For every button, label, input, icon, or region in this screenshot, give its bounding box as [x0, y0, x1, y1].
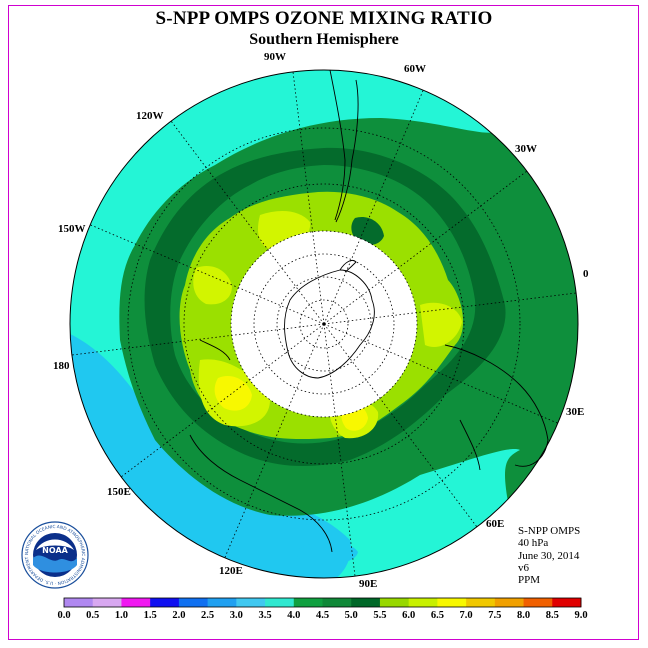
colorbar-swatch [64, 598, 94, 607]
map-subtitle: Southern Hemisphere [249, 31, 399, 48]
colorbar-swatch [207, 598, 237, 607]
colorbar-tick-label: 1.0 [115, 610, 128, 621]
info-instrument: S-NPP OMPS [518, 525, 581, 537]
colorbar-swatch [236, 598, 266, 607]
colorbar-tick-label: 0.5 [86, 610, 99, 621]
latitude-circle-80s [299, 299, 349, 349]
new-zealand-coast [199, 339, 231, 361]
australia-coast [189, 434, 333, 553]
logo-text: NOAA [42, 546, 68, 555]
latitude-circle-30s [183, 183, 465, 465]
colorbar-tick-label: 7.0 [460, 610, 473, 621]
lon-label-60w: 60W [404, 63, 426, 75]
lon-label-90w: 90W [264, 51, 286, 63]
colorbar-swatch [408, 598, 438, 607]
colorbar-swatches [64, 598, 582, 607]
lon-label-0: 0 [583, 268, 589, 280]
coastlines [189, 69, 549, 553]
colorbar-tick-label: 1.5 [144, 610, 157, 621]
logo-wave [33, 555, 77, 573]
ozone-band-dark-green-spot [351, 216, 384, 245]
colorbar-tick-label: 2.5 [201, 610, 214, 621]
ozone-band-yellow-green-b [193, 266, 232, 305]
logo-bird-wing [36, 539, 74, 550]
lon-label-60e: 60E [486, 518, 505, 530]
colorbar-tick-label: 7.5 [488, 610, 501, 621]
ozone-band-sky-blue-patch [296, 541, 358, 565]
colorbar-tick-label: 8.0 [517, 610, 530, 621]
colorbar-swatch [150, 598, 180, 607]
lon-label-90e: 90E [359, 578, 378, 590]
info-block: S-NPP OMPS 40 hPa June 30, 2014 v6 PPM [518, 525, 580, 586]
ozone-band-yellow-a [214, 375, 252, 411]
south-america-coast-east [335, 79, 359, 223]
madagascar-coast [459, 419, 481, 471]
colorbar-tick-labels: 0.0 0.5 1.0 1.5 2.0 2.5 3.0 3.5 4.0 4.5 5.0 5.5 6.0 6… [57, 610, 587, 621]
lon-label-30w: 30W [515, 143, 537, 155]
lon-label-180: 180 [53, 360, 70, 372]
info-version: v6 [518, 561, 529, 574]
colorbar-swatch [523, 598, 553, 607]
map-boundary [69, 69, 579, 579]
colorbar-tick-label: 5.5 [373, 610, 386, 621]
colorbar-tick-label: 9.0 [574, 610, 587, 621]
colorbar-tick-label: 3.5 [258, 610, 271, 621]
colorbar-tick-label: 6.5 [431, 610, 444, 621]
ozone-field [70, 70, 578, 578]
figure-frame [8, 5, 639, 640]
latitude-circle-10s [127, 127, 521, 521]
colorbar-swatch [322, 598, 352, 607]
colorbar-swatch [379, 598, 410, 607]
latitude-circle-70s [276, 276, 372, 372]
colorbar-swatch [178, 598, 209, 607]
south-america-coast-west [329, 69, 346, 221]
lon-label-30e: 30E [566, 406, 585, 418]
colorbar-tick-label: 8.5 [546, 610, 559, 621]
antarctic-peninsula-coast [339, 259, 357, 273]
map-title: S-NPP OMPS OZONE MIXING RATIO [155, 8, 493, 29]
lon-label-150w: 150W [58, 223, 86, 235]
info-pressure-level: 40 hPa [518, 537, 549, 550]
colorbar-swatch [494, 598, 524, 607]
info-units: PPM [518, 574, 541, 587]
colorbar-swatch [121, 598, 151, 607]
graticule [71, 71, 577, 577]
colorbar-tick-label: 5.0 [345, 610, 358, 621]
lon-label-150e: 150E [107, 486, 131, 498]
lon-label-120w: 120W [136, 110, 164, 122]
latitude-circle-50s [230, 230, 418, 418]
latitude-circle-60s [253, 253, 395, 395]
colorbar-tick-label: 2.0 [172, 610, 185, 621]
colorbar-tick-label: 6.0 [402, 610, 415, 621]
colorbar-tick-label: 0.0 [57, 610, 70, 621]
colorbar-swatch [437, 598, 467, 607]
colorbar-swatch [552, 598, 582, 607]
colorbar-tick-label: 4.0 [287, 610, 300, 621]
colorbar-swatch [293, 598, 323, 607]
noaa-logo: NATIONAL OCEANIC AND ATMOSPHERIC ADMINIS… [20, 520, 89, 589]
colorbar-swatch [466, 598, 496, 607]
colorbar-swatch [265, 598, 295, 607]
info-date: June 30, 2014 [518, 549, 580, 562]
colorbar-tick-label: 3.0 [230, 610, 243, 621]
colorbar-border [63, 597, 582, 608]
colorbar-tick-label: 4.5 [316, 610, 329, 621]
africa-coast [444, 344, 549, 467]
lon-label-120e: 120E [219, 565, 243, 577]
south-pole-marker [322, 322, 326, 326]
colorbar-swatch [351, 598, 381, 607]
ozone-band-yellow-green-c [420, 302, 462, 348]
colorbar-swatch [92, 598, 122, 607]
